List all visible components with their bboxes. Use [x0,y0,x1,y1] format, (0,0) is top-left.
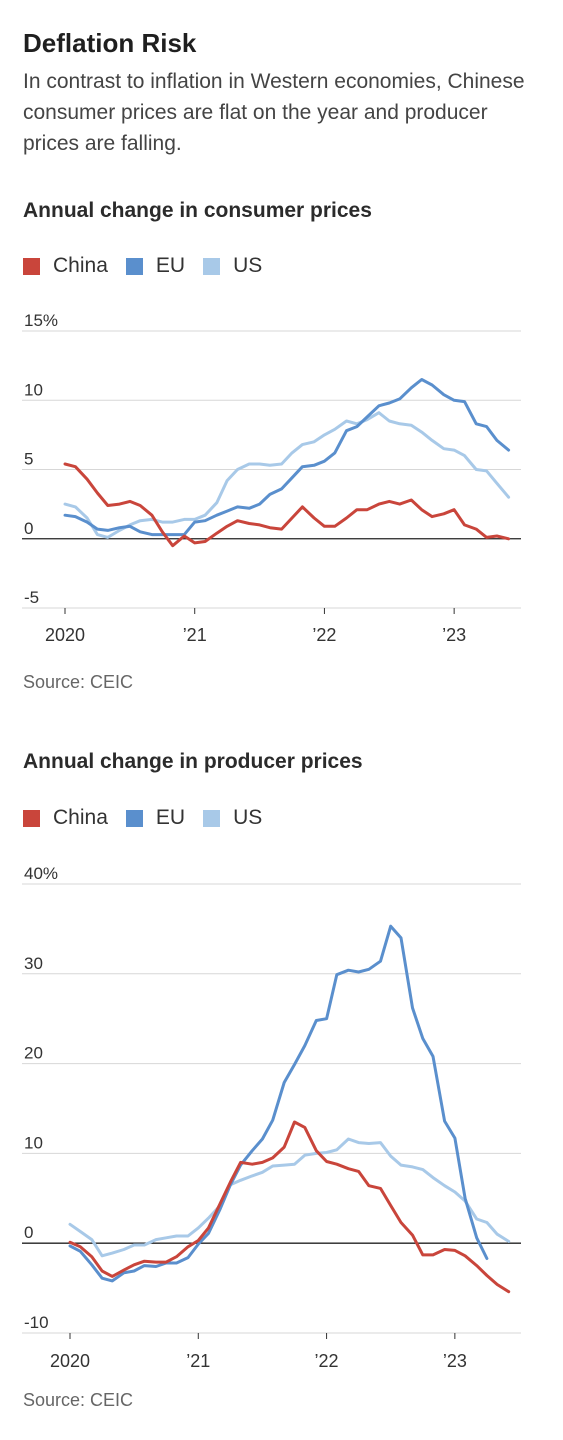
series-line-us [63,411,511,539]
y-tick-label: 40% [24,864,58,883]
y-tick-label: 20 [24,1044,43,1063]
series-line-china [63,462,511,548]
source-consumer: Source: CEIC [23,672,134,692]
legend-item-us: US [203,254,262,278]
legend-item-eu: EU [125,806,186,830]
headline: Deflation Risk [23,28,197,58]
legend-swatch-eu [125,809,143,827]
legend-swatch-china [23,809,40,827]
x-tick-label: ’22 [315,1351,339,1371]
x-tick-label: ’21 [183,625,207,645]
y-tick-label: -10 [24,1313,49,1332]
legend-item-eu: EU [125,254,186,278]
y-tick-label: 0 [24,519,33,538]
x-tick-label: ’23 [442,625,466,645]
y-tick-label: 0 [24,1223,33,1242]
legend-swatch-us [203,257,221,275]
x-tick-label: 2020 [50,1351,90,1371]
y-tick-label: 5 [24,450,33,469]
series-line-us [68,1137,511,1258]
series-line-eu [63,378,511,537]
legend-producer: China EU US [23,806,280,830]
legend-swatch-us [203,809,221,827]
series-line-china [68,1120,511,1294]
x-tick-label: 2020 [45,625,85,645]
x-tick-label: ’22 [312,625,336,645]
legend-label-us: US [233,806,263,829]
legend-swatch-china [23,257,40,275]
y-tick-label: 15% [24,311,58,330]
x-tick-label: ’21 [186,1351,210,1371]
chart-title-producer: Annual change in producer prices [23,750,363,773]
consumer-prices-chart: -5 0 5 10 15% 2020 ’21 ’22 ’23 [22,311,521,645]
series-line-eu [68,924,489,1283]
legend-item-china: China [23,806,108,830]
legend-label-us: US [233,254,263,277]
dek: In contrast to inflation in Western econ… [23,70,525,155]
legend-item-us: US [203,806,262,830]
legend-swatch-eu [125,257,143,275]
legend-label-eu: EU [155,254,186,277]
y-tick-label: 30 [24,954,43,973]
producer-prices-chart: -10 0 10 20 30 40% 2020 ’21 ’22 ’23 [22,864,521,1371]
legend-label-china: China [53,806,108,829]
y-tick-label: 10 [24,1133,43,1152]
chart-title-consumer: Annual change in consumer prices [23,199,372,222]
y-tick-label: -5 [24,588,39,607]
source-producer: Source: CEIC [23,1390,134,1410]
legend-label-china: China [53,254,108,277]
y-tick-label: 10 [24,380,43,399]
legend-item-china: China [23,254,108,278]
legend-label-eu: EU [155,806,186,829]
legend-consumer: China EU US [23,254,280,278]
x-tick-label: ’23 [443,1351,467,1371]
